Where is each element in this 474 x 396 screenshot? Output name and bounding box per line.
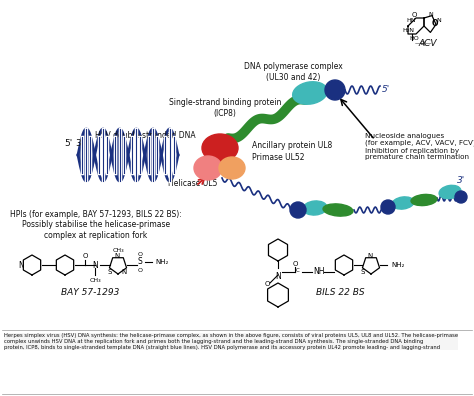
- Text: Helicase UL5: Helicase UL5: [168, 179, 218, 187]
- Text: S: S: [137, 257, 142, 267]
- Ellipse shape: [292, 82, 328, 104]
- Text: 3': 3': [457, 176, 465, 185]
- Text: H₂N: H₂N: [402, 28, 414, 33]
- Text: N: N: [92, 261, 98, 270]
- Text: 5': 5': [64, 139, 72, 147]
- Text: NH₂: NH₂: [155, 259, 168, 265]
- Text: O: O: [82, 253, 88, 259]
- Text: N: N: [436, 18, 441, 23]
- Text: C: C: [296, 268, 300, 272]
- Text: HSV double-stranded DNA: HSV double-stranded DNA: [95, 131, 196, 139]
- Text: Single-strand binding protein
(ICP8): Single-strand binding protein (ICP8): [169, 98, 281, 118]
- Text: S: S: [108, 269, 112, 275]
- Text: ACV: ACV: [419, 39, 437, 48]
- Text: 3': 3': [75, 139, 83, 147]
- Text: BAY 57-1293: BAY 57-1293: [61, 288, 119, 297]
- Text: CH₃: CH₃: [112, 248, 124, 253]
- Ellipse shape: [381, 200, 395, 214]
- Text: NH: NH: [313, 268, 325, 276]
- Text: HN: HN: [406, 18, 416, 23]
- Text: S: S: [361, 269, 365, 275]
- Text: O: O: [292, 261, 298, 267]
- Text: NH₂: NH₂: [391, 262, 404, 268]
- Text: 5': 5': [382, 86, 390, 95]
- Text: Ancillary protein UL8: Ancillary protein UL8: [252, 141, 332, 150]
- Ellipse shape: [303, 201, 327, 215]
- Ellipse shape: [392, 197, 414, 209]
- Text: BILS 22 BS: BILS 22 BS: [316, 288, 365, 297]
- Text: O: O: [411, 12, 417, 18]
- Ellipse shape: [325, 80, 345, 100]
- Text: Nucleoside analogues
(for example, ACV, VACV, FCV):
Inhibition of replication by: Nucleoside analogues (for example, ACV, …: [365, 133, 474, 160]
- Text: Herpes simplex virus (HSV) DNA synthesis: the helicase-primase complex, as shown: Herpes simplex virus (HSV) DNA synthesis…: [4, 333, 458, 350]
- Ellipse shape: [290, 202, 306, 218]
- Ellipse shape: [439, 185, 461, 199]
- Text: N: N: [428, 11, 433, 17]
- Ellipse shape: [194, 156, 222, 180]
- Text: Primase UL52: Primase UL52: [252, 152, 304, 162]
- Text: DNA polymerase complex
(UL30 and 42): DNA polymerase complex (UL30 and 42): [244, 62, 342, 82]
- Text: N: N: [114, 253, 119, 259]
- Ellipse shape: [411, 194, 437, 206]
- Ellipse shape: [455, 191, 467, 203]
- Ellipse shape: [219, 157, 245, 179]
- Text: O: O: [137, 268, 143, 272]
- Ellipse shape: [202, 134, 238, 162]
- Text: N: N: [367, 253, 373, 259]
- Text: O: O: [137, 253, 143, 257]
- Text: N: N: [275, 272, 281, 281]
- Text: HO: HO: [410, 36, 419, 40]
- Text: O: O: [432, 19, 438, 27]
- Ellipse shape: [323, 204, 353, 216]
- Text: N: N: [121, 269, 127, 275]
- Text: HPIs (for example, BAY 57-1293, BILS 22 BS):
Possibly stabilise the helicase-pri: HPIs (for example, BAY 57-1293, BILS 22 …: [10, 210, 182, 240]
- Text: N: N: [18, 261, 24, 270]
- Text: CH₃: CH₃: [89, 278, 101, 283]
- Text: O: O: [264, 281, 270, 287]
- Text: —O—: —O—: [414, 41, 432, 46]
